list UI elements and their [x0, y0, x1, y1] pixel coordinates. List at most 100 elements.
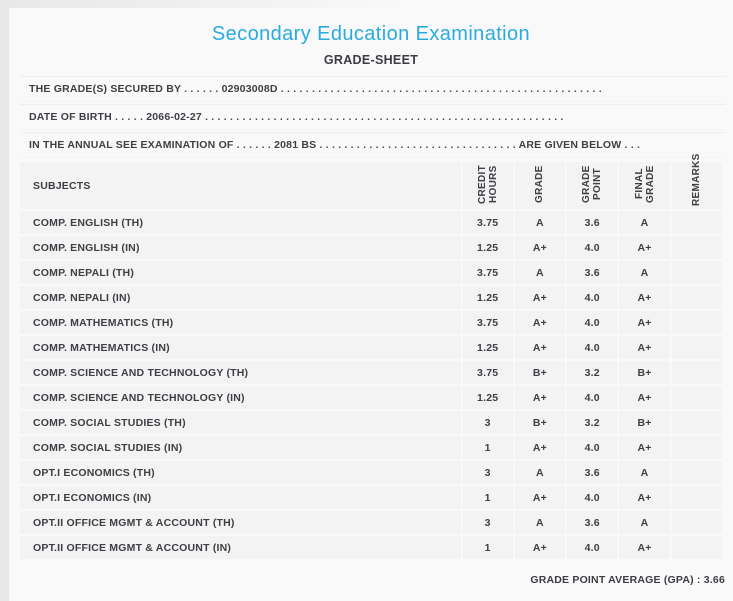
info-label: THE GRADE(S) SECURED BY [29, 83, 182, 95]
remarks-cell [671, 461, 722, 484]
subject-cell: COMP. MATHEMATICS (IN) [20, 336, 461, 359]
remarks-cell [671, 236, 722, 259]
final-grade-cell: A [619, 511, 670, 534]
final-grade-cell: A+ [619, 536, 670, 559]
credit-hours-cell: 1.25 [462, 286, 513, 309]
subject-cell: COMP. NEPALI (TH) [20, 261, 461, 284]
grade-cell: A+ [514, 436, 566, 459]
credit-hours-cell: 3 [462, 511, 513, 534]
remarks-cell [671, 361, 722, 384]
grade-cell: A+ [514, 336, 566, 359]
column-header-remarks: REMARKS [671, 153, 722, 209]
table-row: COMP. SOCIAL STUDIES (IN) 1 A+ 4.0 A+ [20, 436, 722, 459]
dotted-filler: . . . [624, 139, 641, 151]
column-header-grade-point: GRADE POINT [567, 162, 618, 209]
subject-cell: COMP. SCIENCE AND TECHNOLOGY (TH) [20, 361, 461, 384]
credit-hours-cell: 3.75 [462, 261, 513, 284]
credit-hours-cell: 3 [462, 461, 513, 484]
grade-point-cell: 4.0 [567, 386, 618, 409]
column-header-final-grade: FINAL GRADE [619, 162, 670, 209]
subject-cell: OPT.I ECONOMICS (TH) [20, 461, 461, 484]
grade-cell: B+ [514, 361, 566, 384]
final-grade-cell: B+ [619, 411, 670, 434]
info-row-examination-year: IN THE ANNUAL SEE EXAMINATION OF . . . .… [20, 132, 726, 158]
page-top-edge [0, 0, 733, 8]
column-header-grade: GRADE [514, 162, 566, 209]
column-header-credit-hours: CREDIT HOURS [462, 162, 513, 209]
remarks-cell [671, 436, 722, 459]
table-row: OPT.II OFFICE MGMT & ACCOUNT (TH) 3 A 3.… [20, 511, 722, 534]
final-grade-cell: A [619, 461, 670, 484]
grade-cell: A+ [514, 386, 566, 409]
final-grade-cell: A+ [619, 336, 670, 359]
examination-year-value: 2081 BS [274, 139, 317, 151]
credit-hours-cell: 3.75 [462, 211, 513, 234]
info-row-grades-secured-by: THE GRADE(S) SECURED BY . . . . . . 0290… [20, 76, 726, 102]
final-grade-cell: A [619, 211, 670, 234]
subject-cell: COMP. SOCIAL STUDIES (IN) [20, 436, 461, 459]
subject-cell: OPT.I ECONOMICS (IN) [20, 486, 461, 509]
credit-hours-cell: 3 [462, 411, 513, 434]
remarks-cell [671, 211, 722, 234]
grade-sheet-card: Secondary Education Examination GRADE-SH… [9, 8, 733, 601]
table-row: COMP. MATHEMATICS (IN) 1.25 A+ 4.0 A+ [20, 336, 722, 359]
table-row: OPT.II OFFICE MGMT & ACCOUNT (IN) 1 A+ 4… [20, 536, 722, 559]
grade-cell: A+ [514, 286, 566, 309]
grade-point-cell: 4.0 [567, 336, 618, 359]
gpa-label: GRADE POINT AVERAGE (GPA) : [530, 574, 701, 586]
grade-cell: A [514, 511, 566, 534]
subject-cell: COMP. ENGLISH (TH) [20, 211, 461, 234]
table-header-row: SUBJECTS CREDIT HOURS GRADE GRADE POINT … [20, 153, 722, 209]
table-row: COMP. NEPALI (IN) 1.25 A+ 4.0 A+ [20, 286, 722, 309]
info-label: IN THE ANNUAL SEE EXAMINATION OF [29, 139, 234, 151]
final-grade-cell: A+ [619, 236, 670, 259]
grade-point-cell: 3.2 [567, 411, 618, 434]
table-row: OPT.I ECONOMICS (TH) 3 A 3.6 A [20, 461, 722, 484]
table-row: COMP. ENGLISH (TH) 3.75 A 3.6 A [20, 211, 722, 234]
credit-hours-cell: 1.25 [462, 236, 513, 259]
subject-cell: COMP. NEPALI (IN) [20, 286, 461, 309]
final-grade-cell: A+ [619, 286, 670, 309]
info-suffix: ARE GIVEN BELOW [518, 139, 622, 151]
credit-hours-cell: 3.75 [462, 311, 513, 334]
symbol-number-value: 02903008D [221, 83, 278, 95]
grade-point-cell: 3.2 [567, 361, 618, 384]
dotted-filler: . . . . . . . . . . . . . . . . . . . . … [280, 83, 602, 95]
grade-cell: A+ [514, 486, 566, 509]
grade-cell: A [514, 261, 566, 284]
dotted-filler: . . . . . . [236, 139, 271, 151]
table-row: COMP. MATHEMATICS (TH) 3.75 A+ 4.0 A+ [20, 311, 722, 334]
final-grade-cell: A+ [619, 436, 670, 459]
credit-hours-cell: 3.75 [462, 361, 513, 384]
grade-point-cell: 4.0 [567, 286, 618, 309]
credit-hours-cell: 1 [462, 536, 513, 559]
page-subtitle: GRADE-SHEET [323, 53, 419, 67]
grade-point-cell: 4.0 [567, 311, 618, 334]
subject-cell: COMP. SOCIAL STUDIES (TH) [20, 411, 461, 434]
remarks-cell [671, 486, 722, 509]
grades-table: SUBJECTS CREDIT HOURS GRADE GRADE POINT … [18, 153, 724, 561]
table-row: COMP. NEPALI (TH) 3.75 A 3.6 A [20, 261, 722, 284]
remarks-cell [671, 536, 722, 559]
info-row-date-of-birth: DATE OF BIRTH . . . . . 2066-02-27 . . .… [20, 104, 726, 130]
grade-cell: A+ [514, 536, 566, 559]
table-row: COMP. SCIENCE AND TECHNOLOGY (TH) 3.75 B… [20, 361, 722, 384]
dotted-filler: . . . . . [115, 111, 144, 123]
credit-hours-cell: 1.25 [462, 386, 513, 409]
subject-cell: COMP. ENGLISH (IN) [20, 236, 461, 259]
subject-cell: COMP. SCIENCE AND TECHNOLOGY (IN) [20, 386, 461, 409]
grade-point-cell: 4.0 [567, 236, 618, 259]
table-row: COMP. SCIENCE AND TECHNOLOGY (IN) 1.25 A… [20, 386, 722, 409]
final-grade-cell: A [619, 261, 670, 284]
final-grade-cell: A+ [619, 311, 670, 334]
table-row: COMP. SOCIAL STUDIES (TH) 3 B+ 3.2 B+ [20, 411, 722, 434]
remarks-cell [671, 386, 722, 409]
subject-cell: OPT.II OFFICE MGMT & ACCOUNT (IN) [20, 536, 461, 559]
grade-point-cell: 3.6 [567, 461, 618, 484]
grade-point-cell: 3.6 [567, 511, 618, 534]
candidate-info-section: THE GRADE(S) SECURED BY . . . . . . 0290… [20, 76, 726, 158]
final-grade-cell: B+ [619, 361, 670, 384]
grade-point-cell: 3.6 [567, 261, 618, 284]
date-of-birth-value: 2066-02-27 [146, 111, 202, 123]
credit-hours-cell: 1 [462, 486, 513, 509]
